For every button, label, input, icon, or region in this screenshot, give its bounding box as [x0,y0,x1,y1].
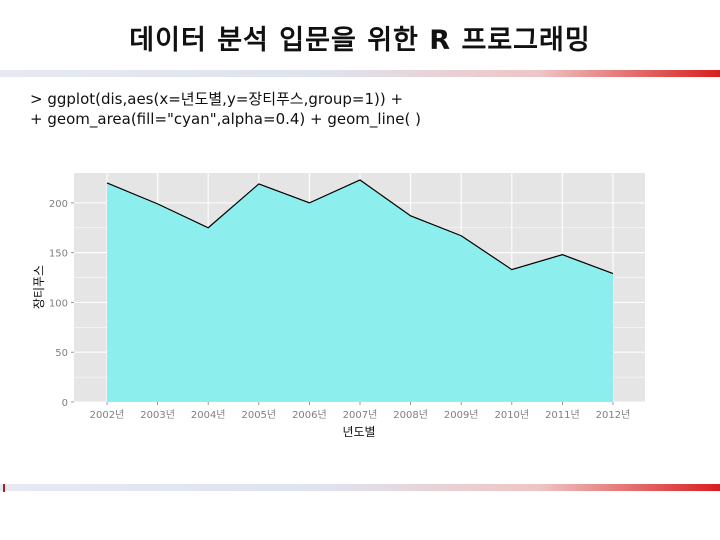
x-tick-label: 2009년 [444,409,479,421]
title-divider [0,70,720,77]
x-tick-label: 2006년 [292,409,327,421]
x-axis-title: 년도별 [342,425,375,439]
code-block: > ggplot(dis,aes(x=년도별,y=장티푸스,group=1)) … [30,89,421,129]
chart-area: 0 50 100 150 200 2002년 2003년 2004년 2005년 2006년 20… [30,165,670,450]
x-axis-ticks: 2002년 2003년 2004년 2005년 2006년 2007년 2008년 2009년… [90,402,631,421]
series-line [106,179,614,275]
x-tick-label: 2004년 [191,409,226,421]
x-tick-label: 2010년 [494,409,529,421]
x-tick-label: 2003년 [140,409,175,421]
y-axis-title: 장티푸스 [32,265,46,309]
area-fill [107,179,613,402]
x-tick-label: 2005년 [241,409,276,421]
y-tick-label: 50 [55,348,68,359]
slide-title: 데이터 분석 입문을 위한 R 프로그래밍 [129,25,591,56]
footer-marker [3,484,5,492]
x-tick-label: 2012년 [596,409,631,421]
x-tick-label: 2007년 [343,409,378,421]
code-line: + geom_area(fill="cyan",alpha=0.4) + geo… [30,110,421,128]
x-tick-label: 2008년 [393,409,428,421]
code-line: > ggplot(dis,aes(x=년도별,y=장티푸스,group=1)) … [30,90,404,108]
y-tick-label: 200 [49,199,68,210]
y-tick-label: 100 [49,298,68,309]
y-tick-label: 150 [49,249,68,260]
x-tick-label: 2002년 [90,409,125,421]
footer-divider [0,484,720,491]
y-tick-label: 0 [62,398,68,409]
x-tick-label: 2011년 [545,409,580,421]
y-axis-ticks: 0 50 100 150 200 [49,199,74,409]
